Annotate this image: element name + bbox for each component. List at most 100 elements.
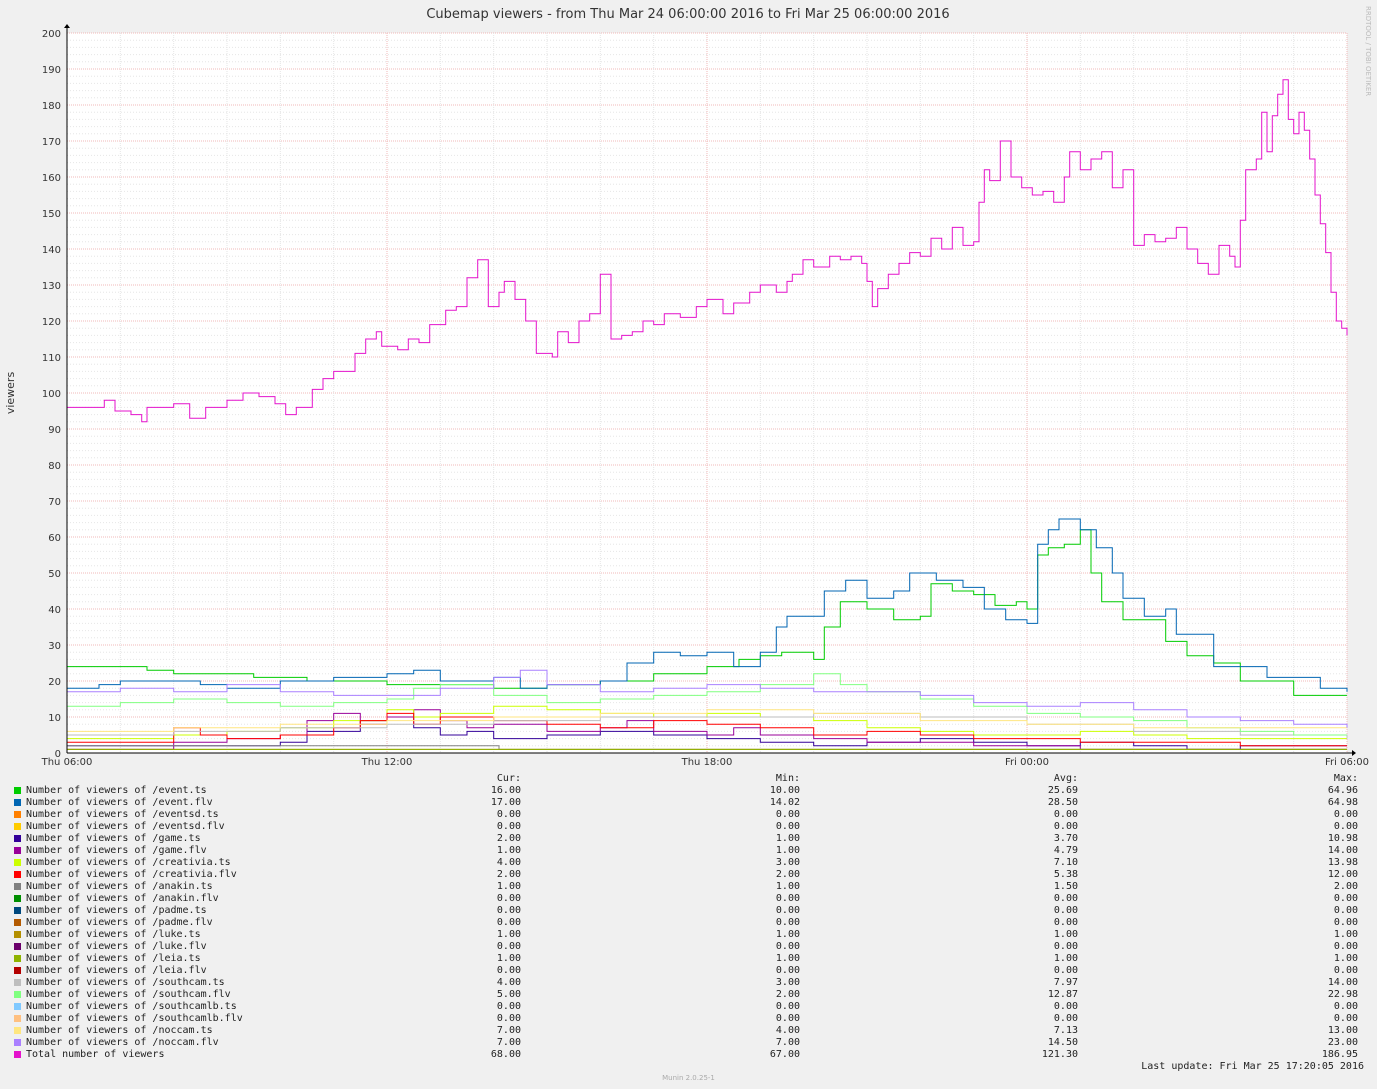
y-tick-label: 50: [48, 569, 61, 580]
y-tick-label: 100: [42, 389, 61, 400]
y-tick-label: 200: [42, 29, 61, 40]
x-tick-label: Thu 06:00: [41, 757, 93, 768]
legend-row: Number of viewers of /leia.flv 0.00 0.00 0.…: [14, 965, 1364, 977]
legend-avg-value: 0.00: [1053, 965, 1078, 976]
legend-swatch: [14, 859, 21, 866]
legend-row: Number of viewers of /padme.flv 0.00 0.00 0…: [14, 917, 1364, 929]
y-tick-label: 30: [48, 641, 61, 652]
legend-series-name: Number of viewers of /anakin.ts: [26, 881, 213, 892]
legend-series-name: Total number of viewers: [26, 1049, 165, 1060]
legend-row: Number of viewers of /game.flv 1.00 1.00 4.…: [14, 845, 1364, 857]
legend-swatch: [14, 883, 21, 890]
series-line-1: [67, 518, 1348, 692]
y-tick-label: 160: [42, 173, 61, 184]
legend-cur-value: 0.00: [496, 893, 521, 904]
legend-swatch: [14, 907, 21, 914]
legend-row: Number of viewers of /luke.ts 1.00 1.00 1.0…: [14, 929, 1364, 941]
legend-row: Number of viewers of /southcam.flv 5.00 2.…: [14, 989, 1364, 1001]
legend-row: Number of viewers of /southcamlb.flv 0.00…: [14, 1013, 1364, 1025]
legend-swatch: [14, 871, 21, 878]
legend-min-value: 0.00: [775, 941, 800, 952]
legend-max-value: 23.00: [1327, 1037, 1358, 1048]
x-axis-ticks: Thu 06:00 Thu 12:00 Thu 18:00 Fri 00:00 Fri …: [41, 757, 1369, 768]
legend-row: Number of viewers of /game.ts 2.00 1.00 3.7…: [14, 833, 1364, 845]
legend-series-name: Number of viewers of /game.flv: [26, 845, 207, 856]
legend-max-value: 0.00: [1333, 821, 1358, 832]
y-tick-label: 180: [42, 101, 61, 112]
y-tick-label: 120: [42, 317, 61, 328]
legend-cur-value: 1.00: [496, 953, 521, 964]
y-tick-label: 110: [42, 353, 61, 364]
legend-min-value: 14.02: [769, 797, 800, 808]
series-line-0: [67, 529, 1347, 696]
last-update: Last update: Fri Mar 25 17:20:05 2016: [1141, 1061, 1364, 1072]
legend-avg-value: 0.00: [1053, 1001, 1078, 1012]
legend-max-value: 0.00: [1333, 917, 1358, 928]
legend-avg-value: 121.30: [1041, 1049, 1078, 1060]
legend-min-value: 0.00: [775, 1001, 800, 1012]
legend-cur-value: 16.00: [490, 785, 521, 796]
legend-swatch: [14, 835, 21, 842]
legend-avg-value: 0.00: [1053, 1013, 1078, 1024]
y-axis-label: viewers: [4, 372, 17, 415]
legend-swatch: [14, 1051, 21, 1058]
legend-row: Number of viewers of /event.ts 16.00 10.00…: [14, 785, 1364, 797]
y-tick-label: 70: [48, 497, 61, 508]
legend-series-name: Number of viewers of /padme.ts: [26, 905, 207, 916]
legend-avg-value: 1.50: [1053, 881, 1078, 892]
legend-cur-value: 68.00: [490, 1049, 521, 1060]
munin-version: Munin 2.0.25-1: [662, 1074, 715, 1082]
legend-min-value: 0.00: [775, 1013, 800, 1024]
legend-avg-value: 12.87: [1047, 989, 1078, 1000]
legend-header-cur: Cur:: [496, 773, 521, 784]
y-tick-label: 150: [42, 209, 61, 220]
legend-max-value: 1.00: [1333, 953, 1358, 964]
legend-row: Number of viewers of /eventsd.flv 0.00 0.0…: [14, 821, 1364, 833]
legend-series-name: Number of viewers of /luke.ts: [26, 929, 201, 940]
legend-swatch: [14, 787, 21, 794]
legend-avg-value: 7.13: [1053, 1025, 1078, 1036]
legend-swatch: [14, 847, 21, 854]
legend-cur-value: 4.00: [496, 977, 521, 988]
legend-cur-value: 1.00: [496, 881, 521, 892]
axes: [64, 24, 1356, 756]
legend-cur-value: 0.00: [496, 917, 521, 928]
legend-min-value: 1.00: [775, 833, 800, 844]
legend-max-value: 0.00: [1333, 1001, 1358, 1012]
legend-cur-value: 2.00: [496, 869, 521, 880]
legend-row: Number of viewers of /southcamlb.ts 0.00 0…: [14, 1001, 1364, 1013]
legend-series-name: Number of viewers of /game.ts: [26, 833, 201, 844]
legend-series-name: Number of viewers of /southcam.ts: [26, 977, 225, 988]
legend-swatch: [14, 1015, 21, 1022]
legend-row: Number of viewers of /southcam.ts 4.00 3.0…: [14, 977, 1364, 989]
legend-row: Number of viewers of /anakin.ts 1.00 1.00 1…: [14, 881, 1364, 893]
legend-cur-value: 1.00: [496, 929, 521, 940]
legend-cur-value: 0.00: [496, 809, 521, 820]
legend-avg-value: 4.79: [1053, 845, 1078, 856]
legend-min-value: 1.00: [775, 953, 800, 964]
y-tick-label: 140: [42, 245, 61, 256]
x-tick-label: Fri 00:00: [1005, 757, 1049, 768]
legend-max-value: 0.00: [1333, 809, 1358, 820]
legend-swatch: [14, 991, 21, 998]
legend-series-name: Number of viewers of /eventsd.ts: [26, 809, 219, 820]
y-tick-label: 170: [42, 137, 61, 148]
legend-max-value: 13.00: [1327, 1025, 1358, 1036]
legend-min-value: 0.00: [775, 917, 800, 928]
legend-min-value: 3.00: [775, 857, 800, 868]
legend-row: Number of viewers of /creativia.ts 4.00 3.…: [14, 857, 1364, 869]
legend-max-value: 0.00: [1333, 965, 1358, 976]
series-line-16: [67, 712, 1348, 739]
legend-cur-value: 5.00: [496, 989, 521, 1000]
legend-max-value: 12.00: [1327, 869, 1358, 880]
legend-cur-value: 0.00: [496, 965, 521, 976]
legend-avg-value: 0.00: [1053, 809, 1078, 820]
rrdtool-credit: RRDTOOL / TOBI OETIKER: [1364, 6, 1372, 96]
legend-avg-value: 0.00: [1053, 893, 1078, 904]
legend-max-value: 64.96: [1327, 785, 1358, 796]
legend-series-name: Number of viewers of /eventsd.flv: [26, 821, 225, 832]
legend-row: Number of viewers of /noccam.flv 7.00 7.00…: [14, 1037, 1364, 1049]
y-tick-label: 90: [48, 425, 61, 436]
legend-max-value: 186.95: [1321, 1049, 1358, 1060]
y-tick-label: 60: [48, 533, 61, 544]
